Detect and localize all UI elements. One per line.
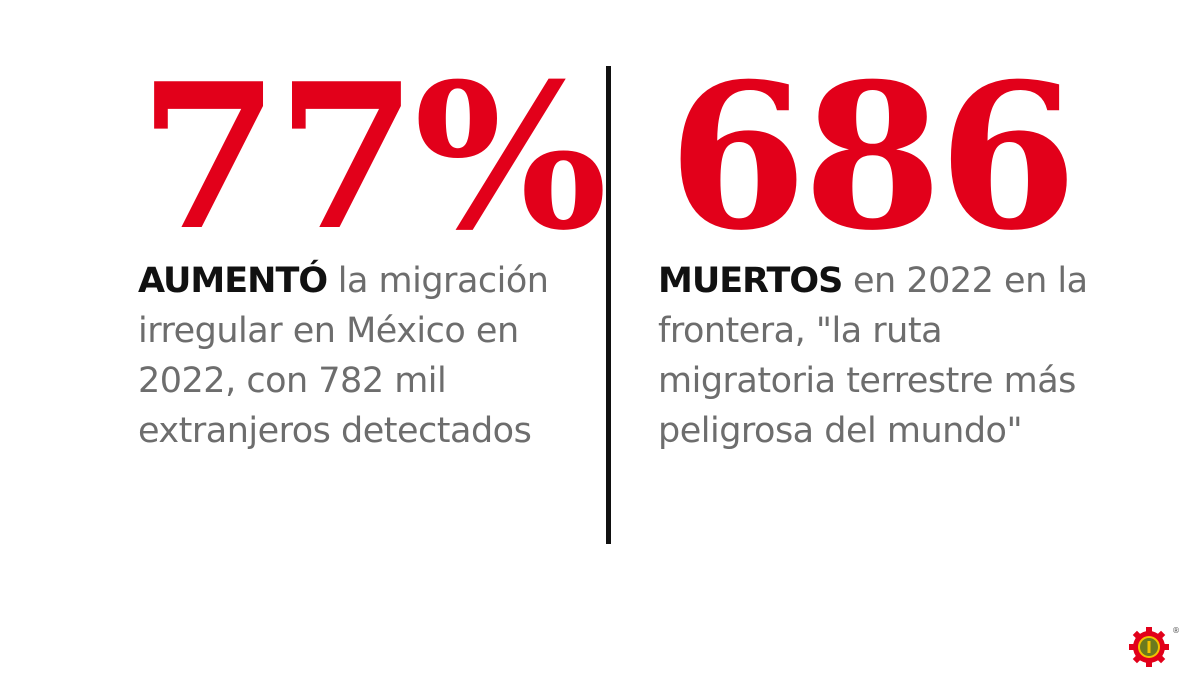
left-description-text: la migración irregular en México en 2022… <box>138 261 549 451</box>
registered-mark: ® <box>1172 626 1180 635</box>
vertical-divider <box>606 66 611 544</box>
stat-right-description: MUERTOS en 2022 en la frontera, "la ruta… <box>658 256 1088 456</box>
lead-word-aumento: AUMENTÓ <box>138 261 328 301</box>
publisher-gear-seal-icon <box>1128 626 1170 668</box>
stat-left-description: AUMENTÓ la migración irregular en México… <box>138 256 558 456</box>
right-description-text: en 2022 en la frontera, "la ruta migrato… <box>658 261 1088 451</box>
lead-word-muertos: MUERTOS <box>658 261 843 301</box>
stat-deaths-count: 686 <box>668 40 1077 275</box>
stat-percent-increase: 77% <box>138 40 608 275</box>
